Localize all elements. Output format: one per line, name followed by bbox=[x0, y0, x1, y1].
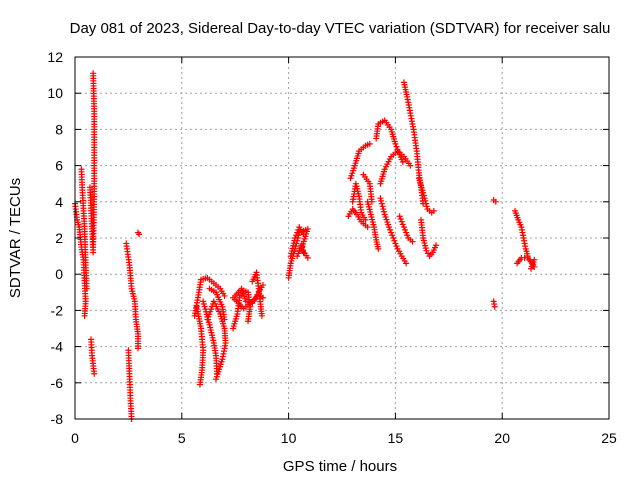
data-point bbox=[294, 229, 301, 236]
grid-lines bbox=[75, 57, 609, 419]
data-point bbox=[403, 229, 410, 236]
data-point bbox=[423, 200, 430, 207]
data-point bbox=[304, 254, 311, 261]
y-tick-label: 4 bbox=[55, 194, 63, 210]
y-tick-label: 12 bbox=[47, 49, 63, 65]
data-point bbox=[391, 237, 398, 244]
data-point bbox=[364, 224, 371, 231]
data-point bbox=[300, 249, 307, 256]
y-tick-label: -8 bbox=[51, 411, 64, 427]
data-point bbox=[393, 143, 400, 150]
data-point bbox=[423, 203, 430, 210]
data-point bbox=[399, 158, 406, 165]
data-point bbox=[379, 203, 386, 210]
data-point bbox=[201, 303, 208, 310]
data-point bbox=[380, 206, 387, 213]
data-point bbox=[399, 221, 406, 228]
data-point bbox=[221, 292, 228, 299]
x-tick-label: 10 bbox=[281, 430, 297, 446]
data-point bbox=[200, 300, 207, 307]
data-point bbox=[300, 231, 307, 238]
y-axis-ticks: -8 -6 -4 -2 0 2 4 6 8 10 12 bbox=[47, 49, 609, 427]
data-point bbox=[81, 312, 88, 319]
data-point bbox=[388, 229, 395, 236]
data-point bbox=[402, 226, 409, 233]
data-point bbox=[392, 240, 399, 247]
data-points bbox=[72, 70, 538, 422]
data-point bbox=[202, 306, 209, 313]
data-point bbox=[430, 207, 437, 214]
y-tick-label: 8 bbox=[55, 121, 63, 137]
data-point bbox=[135, 345, 142, 352]
data-point bbox=[403, 260, 410, 267]
data-point bbox=[221, 316, 228, 323]
data-point bbox=[90, 249, 97, 256]
data-point bbox=[392, 140, 399, 147]
data-point bbox=[366, 140, 373, 147]
data-point bbox=[90, 244, 97, 251]
data-point bbox=[293, 232, 300, 239]
data-point bbox=[294, 253, 301, 260]
data-point bbox=[397, 215, 404, 222]
y-tick-label: 10 bbox=[47, 85, 63, 101]
data-point bbox=[396, 213, 403, 220]
x-axis-ticks: 0 5 10 15 20 25 bbox=[71, 57, 617, 446]
data-point bbox=[196, 381, 203, 388]
data-point bbox=[407, 162, 414, 169]
data-point bbox=[362, 216, 369, 223]
data-point bbox=[390, 235, 397, 241]
data-point bbox=[381, 208, 388, 215]
data-point bbox=[259, 294, 266, 301]
y-tick-label: -6 bbox=[51, 375, 64, 391]
data-point bbox=[212, 376, 219, 383]
data-point bbox=[258, 312, 265, 319]
data-point bbox=[91, 370, 98, 377]
data-point bbox=[292, 235, 299, 241]
data-point bbox=[83, 285, 90, 292]
data-point bbox=[531, 256, 538, 263]
x-tick-label: 15 bbox=[388, 430, 404, 446]
data-point bbox=[421, 195, 428, 202]
data-point bbox=[245, 318, 252, 325]
data-point bbox=[395, 149, 402, 156]
y-tick-label: 0 bbox=[55, 266, 63, 282]
data-point bbox=[387, 226, 394, 233]
y-tick-label: 6 bbox=[55, 158, 63, 174]
data-point bbox=[420, 189, 427, 196]
y-tick-label: 2 bbox=[55, 230, 63, 246]
data-point bbox=[404, 232, 411, 239]
data-point bbox=[422, 197, 429, 204]
x-tick-label: 20 bbox=[494, 430, 510, 446]
data-point bbox=[492, 198, 499, 205]
data-point bbox=[400, 224, 407, 231]
data-point bbox=[378, 197, 385, 204]
data-point bbox=[393, 243, 400, 250]
data-point bbox=[420, 192, 427, 199]
x-tick-label: 0 bbox=[71, 430, 79, 446]
data-point bbox=[295, 250, 302, 257]
data-point bbox=[375, 245, 382, 252]
data-point bbox=[136, 231, 143, 238]
y-tick-label: -2 bbox=[51, 302, 64, 318]
data-point bbox=[377, 195, 384, 202]
data-point bbox=[389, 232, 396, 239]
x-tick-label: 5 bbox=[178, 430, 186, 446]
data-point bbox=[296, 247, 303, 254]
data-point bbox=[385, 224, 392, 231]
data-point bbox=[200, 298, 207, 305]
chart-title: Day 081 of 2023, Sidereal Day-to-day VTE… bbox=[70, 20, 611, 37]
x-axis-label: GPS time / hours bbox=[283, 458, 397, 475]
y-axis-label: SDTVAR / TECUs bbox=[7, 178, 24, 298]
x-tick-label: 25 bbox=[601, 430, 617, 446]
data-point bbox=[409, 238, 416, 245]
data-point bbox=[378, 200, 385, 207]
data-point bbox=[398, 218, 405, 225]
data-point bbox=[491, 303, 498, 310]
data-point bbox=[259, 282, 266, 289]
y-tick-label: -4 bbox=[51, 339, 64, 355]
data-point bbox=[432, 242, 439, 249]
